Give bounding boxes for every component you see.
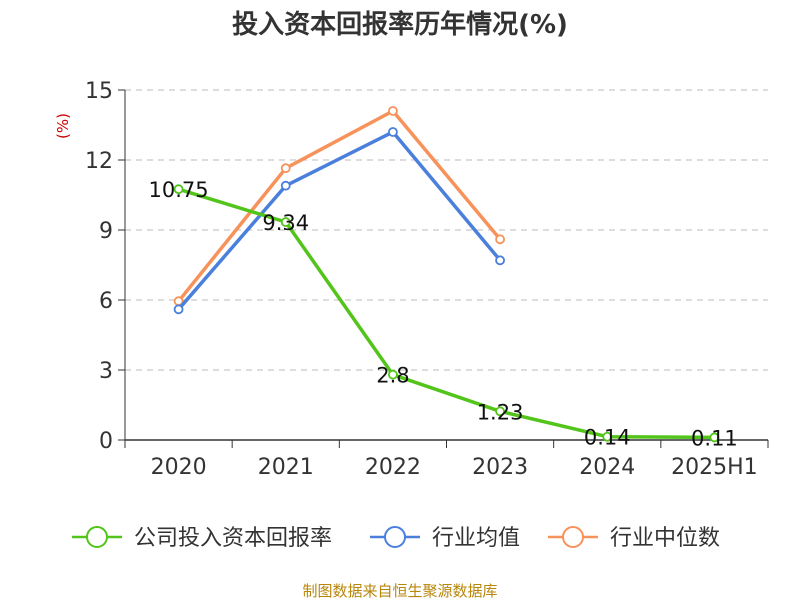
y-tick-label: 9 xyxy=(99,219,113,244)
x-tick-label: 2025H1 xyxy=(671,455,758,480)
data-label: 2.8 xyxy=(376,364,409,388)
data-point[interactable] xyxy=(495,234,505,245)
source-note: 制图数据来自恒生聚源数据库 xyxy=(302,582,497,600)
data-label: 9.34 xyxy=(262,211,309,235)
x-tick-label: 2023 xyxy=(472,455,528,480)
series-line-1 xyxy=(176,130,502,312)
data-point[interactable] xyxy=(388,127,398,137)
legend[interactable]: 公司投入资本回报率 行业均值 行业中位数 xyxy=(72,526,720,551)
data-label: 1.23 xyxy=(477,400,524,424)
data-point[interactable] xyxy=(388,369,398,380)
axes: 0 3 6 9 12 15 2020 2021 2022 2023 2024 2025H1 xyxy=(85,79,769,480)
y-tick-label: 0 xyxy=(99,429,113,454)
data-point[interactable] xyxy=(280,217,291,227)
series-line-0 xyxy=(176,187,717,440)
y-tick-label: 12 xyxy=(85,149,113,174)
x-tick-label: 2024 xyxy=(579,455,635,480)
data-labels: 10.75 9.34 2.8 1.23 0.14 0.11 xyxy=(149,178,738,450)
data-point[interactable] xyxy=(602,431,613,442)
legend-label: 行业中位数 xyxy=(610,526,720,551)
data-point[interactable] xyxy=(173,304,184,315)
data-point[interactable] xyxy=(173,184,184,195)
y-tick-label: 6 xyxy=(99,289,113,314)
x-tick-label: 2020 xyxy=(151,455,207,480)
data-point[interactable] xyxy=(280,163,291,174)
data-point[interactable] xyxy=(495,255,505,266)
grid-lines xyxy=(125,89,768,371)
data-point[interactable] xyxy=(709,432,720,443)
y-tick-label: 3 xyxy=(99,359,113,384)
legend-item-0[interactable]: 公司投入资本回报率 xyxy=(72,526,332,551)
y-axis-unit: (%) xyxy=(54,113,72,139)
y-tick-label: 15 xyxy=(85,79,113,104)
data-point[interactable] xyxy=(495,406,505,417)
series-lines xyxy=(173,106,720,443)
legend-item-1[interactable]: 行业均值 xyxy=(370,526,520,551)
series-line-2 xyxy=(176,109,502,303)
data-point[interactable] xyxy=(280,180,291,191)
chart-title: 投入资本回报率历年情况(%) xyxy=(232,9,568,40)
legend-marker xyxy=(86,526,108,548)
x-tick-label: 2022 xyxy=(365,455,421,480)
x-tick-label: 2021 xyxy=(258,455,314,480)
legend-marker xyxy=(384,526,406,548)
data-point[interactable] xyxy=(388,106,398,116)
data-label: 10.75 xyxy=(149,178,209,202)
data-label: 0.14 xyxy=(584,426,631,450)
legend-label: 公司投入资本回报率 xyxy=(134,526,332,551)
data-label: 0.11 xyxy=(691,426,738,450)
legend-item-2[interactable]: 行业中位数 xyxy=(548,526,720,551)
legend-marker xyxy=(562,526,584,548)
legend-label: 行业均值 xyxy=(432,526,520,551)
